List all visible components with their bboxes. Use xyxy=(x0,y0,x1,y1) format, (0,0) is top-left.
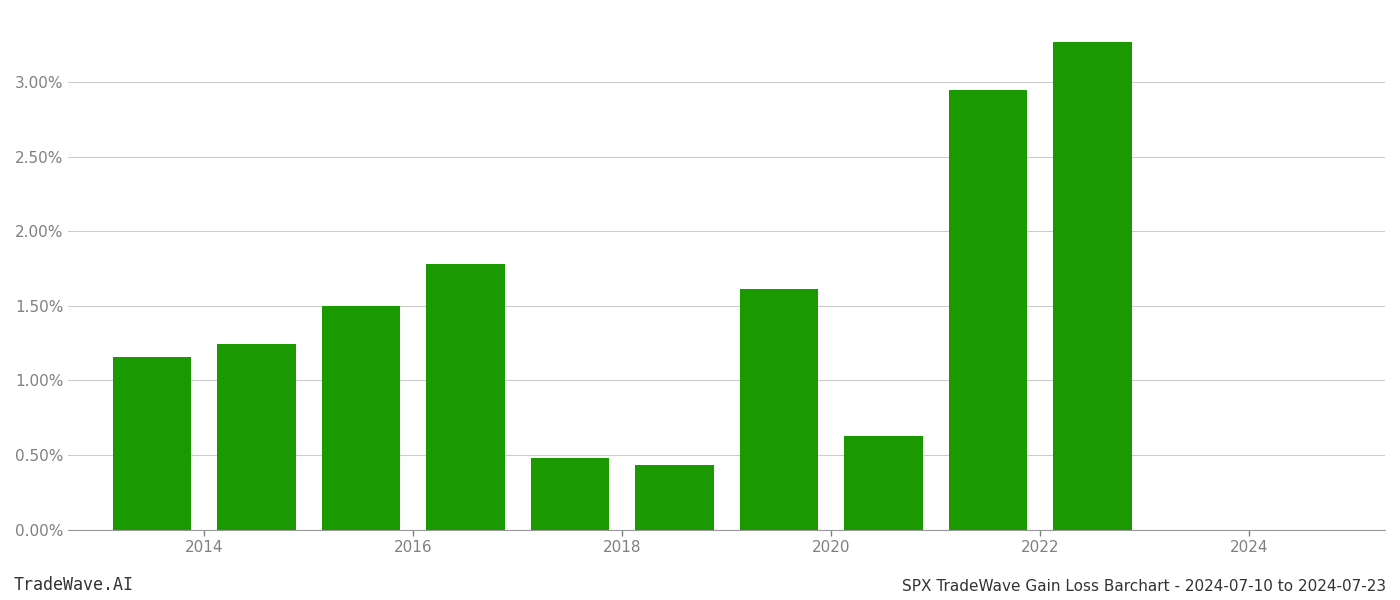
Bar xyxy=(531,458,609,530)
Bar xyxy=(322,306,400,530)
Text: TradeWave.AI: TradeWave.AI xyxy=(14,576,134,594)
Text: SPX TradeWave Gain Loss Barchart - 2024-07-10 to 2024-07-23: SPX TradeWave Gain Loss Barchart - 2024-… xyxy=(902,579,1386,594)
Bar xyxy=(1053,42,1131,530)
Bar xyxy=(739,289,818,530)
Bar xyxy=(426,264,504,530)
Bar xyxy=(113,358,192,530)
Bar xyxy=(636,466,714,530)
Bar xyxy=(217,344,295,530)
Bar xyxy=(844,436,923,530)
Bar xyxy=(949,89,1028,530)
